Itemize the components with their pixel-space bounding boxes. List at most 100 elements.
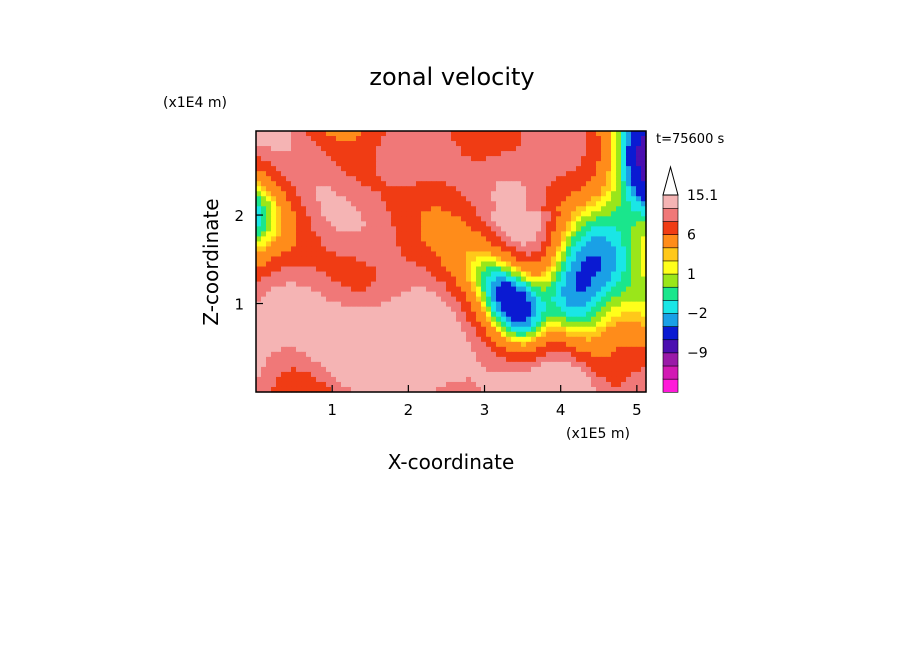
heatmap-cell [551, 131, 557, 137]
heatmap-cell [601, 386, 607, 393]
heatmap-cell [276, 236, 282, 243]
heatmap-cell [616, 186, 622, 192]
heatmap-cell [351, 236, 357, 243]
heatmap-cell [606, 296, 612, 303]
heatmap-cell [391, 166, 397, 172]
heatmap-cell [391, 141, 397, 147]
heatmap-cell [586, 166, 592, 172]
heatmap-cell [346, 191, 352, 197]
heatmap-cell [401, 291, 407, 298]
heatmap-cell [641, 156, 647, 162]
heatmap-cell [641, 236, 647, 243]
heatmap-cell [286, 376, 292, 383]
heatmap-cell [321, 266, 327, 273]
heatmap-cell [616, 171, 622, 177]
heatmap-cell [366, 386, 372, 393]
heatmap-cell [536, 276, 542, 283]
heatmap-cell [481, 176, 487, 182]
heatmap-cell [626, 286, 632, 293]
heatmap-cell [516, 246, 522, 253]
heatmap-cell [501, 176, 507, 182]
heatmap-cell [436, 176, 442, 182]
heatmap-cell [356, 146, 362, 152]
heatmap-cell [436, 156, 442, 162]
heatmap-cell [431, 346, 437, 353]
heatmap-cell [561, 141, 567, 147]
heatmap-cell [321, 241, 327, 248]
heatmap-cell [336, 261, 342, 268]
heatmap-cell [361, 181, 367, 187]
heatmap-cell [406, 181, 412, 187]
heatmap-cell [386, 166, 392, 172]
heatmap-cell [266, 281, 272, 288]
heatmap-cell [471, 321, 477, 328]
heatmap-cell [496, 216, 502, 222]
heatmap-cell [501, 206, 507, 212]
heatmap-cell [361, 176, 367, 182]
heatmap-cell [596, 191, 602, 197]
heatmap-cell [291, 271, 297, 278]
heatmap-cell [641, 186, 647, 192]
heatmap-cell [326, 286, 332, 293]
heatmap-cell [566, 191, 572, 197]
heatmap-cell [561, 196, 567, 202]
heatmap-cell [466, 356, 472, 363]
heatmap-cell [291, 321, 297, 328]
heatmap-cell [636, 176, 642, 182]
heatmap-cell [536, 191, 542, 197]
heatmap-cell [561, 236, 567, 243]
heatmap-cell [501, 161, 507, 167]
heatmap-cell [451, 196, 457, 202]
heatmap-cell [431, 246, 437, 253]
heatmap-cell [621, 321, 627, 328]
heatmap-cell [581, 316, 587, 323]
heatmap-cell [526, 361, 532, 368]
heatmap-cell [601, 196, 607, 202]
heatmap-cell [436, 316, 442, 323]
heatmap-cell [406, 361, 412, 368]
heatmap-cell [511, 181, 517, 187]
heatmap-cell [541, 271, 547, 278]
heatmap-cell [321, 231, 327, 237]
heatmap-cell [456, 281, 462, 288]
heatmap-cell [306, 136, 312, 142]
heatmap-cell [381, 216, 387, 222]
heatmap-cell [586, 261, 592, 268]
heatmap-cell [631, 141, 637, 147]
heatmap-cell [346, 196, 352, 202]
heatmap-cell [426, 161, 432, 167]
heatmap-cell [301, 156, 307, 162]
heatmap-cell [491, 311, 497, 318]
heatmap-cell [336, 186, 342, 192]
heatmap-cell [576, 361, 582, 368]
heatmap-cell [536, 236, 542, 243]
heatmap-cell [501, 381, 507, 388]
heatmap-cell [371, 231, 377, 237]
heatmap-cell [566, 136, 572, 142]
heatmap-cell [371, 331, 377, 338]
heatmap-cell [371, 211, 377, 217]
heatmap-cell [636, 166, 642, 172]
heatmap-cell [526, 366, 532, 373]
heatmap-cell [526, 146, 532, 152]
heatmap-cell [391, 191, 397, 197]
heatmap-cell [616, 321, 622, 328]
heatmap-cell [311, 336, 317, 343]
heatmap-cell [526, 296, 532, 303]
heatmap-cell [301, 316, 307, 323]
heatmap-cell [611, 141, 617, 147]
heatmap-cell [521, 196, 527, 202]
heatmap-cell [406, 306, 412, 313]
heatmap-cell [306, 281, 312, 288]
heatmap-cell [391, 341, 397, 348]
heatmap-cell [421, 291, 427, 298]
heatmap-cell [636, 381, 642, 388]
heatmap-cell [406, 131, 412, 137]
colorbar-swatch [662, 352, 679, 367]
heatmap-cell [596, 156, 602, 162]
heatmap-cell [601, 321, 607, 328]
heatmap-cell [376, 331, 382, 338]
heatmap-cell [411, 256, 417, 263]
heatmap-cell [566, 276, 572, 283]
